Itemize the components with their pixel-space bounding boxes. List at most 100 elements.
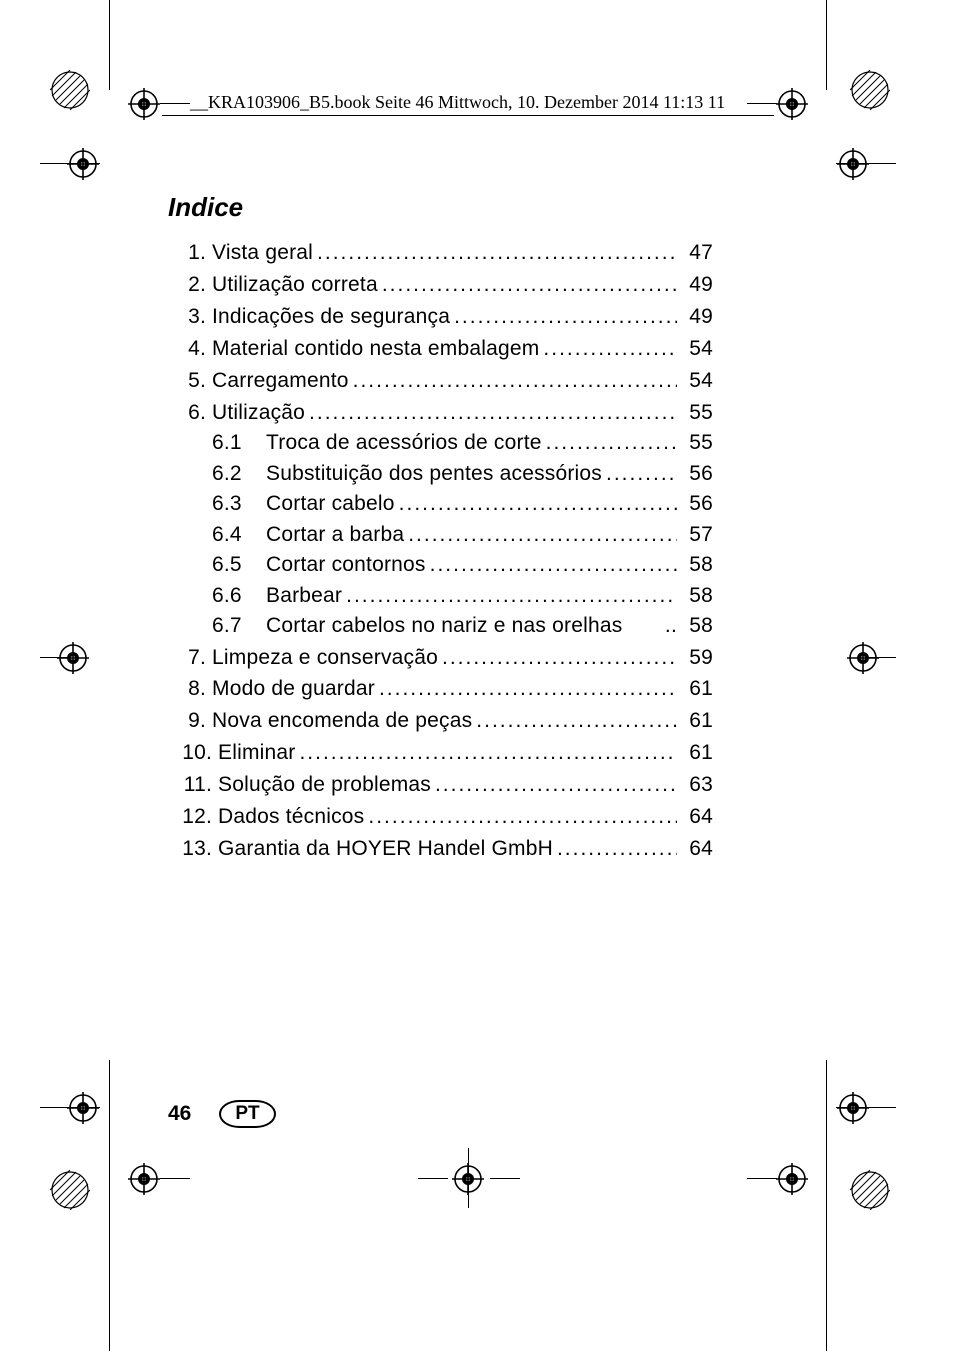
toc-row-leader: ........................................…	[435, 769, 677, 801]
toc-subrow-number: 6.3	[212, 489, 266, 519]
toc-row: 11.Solução de problemas.................…	[168, 769, 713, 801]
toc-subrow: 6.2Substituição dos pentes acessórios...…	[168, 459, 713, 489]
toc-subrow-label: Cortar contornos	[266, 550, 430, 580]
toc-row-page: 55	[677, 397, 713, 429]
hatch-mark-icon	[850, 70, 890, 110]
page-footer: 46 PT	[168, 1100, 276, 1128]
toc-row-label: Vista geral	[212, 237, 317, 269]
toc-row-label: Garantia da HOYER Handel GmbH	[218, 833, 557, 865]
toc-subrow-leader: ........................................…	[430, 550, 677, 580]
footer-language-badge: PT	[219, 1100, 275, 1128]
toc-row-label: Eliminar	[218, 737, 299, 769]
toc-row: 2.Utilização correta....................…	[168, 269, 713, 301]
registration-mark-icon	[128, 1163, 160, 1195]
toc-subrow-leader: ........................................…	[408, 520, 677, 550]
toc-subrow-number: 6.7	[212, 611, 266, 641]
toc-row-label: Dados técnicos	[218, 801, 368, 833]
footer-page-number: 46	[168, 1102, 191, 1126]
toc-subrow: 6.6Barbear..............................…	[168, 581, 713, 611]
toc-row-label: Utilização correta	[212, 269, 382, 301]
hatch-mark-icon	[50, 1170, 90, 1210]
toc-row: 9.Nova encomenda de peças...............…	[168, 705, 713, 737]
toc-subrow-spacer: ..	[626, 611, 677, 641]
toc-subrow-page: 55	[677, 428, 713, 458]
toc-row-label: Nova encomenda de peças	[212, 705, 476, 737]
toc-row: 1.Vista geral...........................…	[168, 237, 713, 269]
toc-row: 4.Material contido nesta embalagem......…	[168, 333, 713, 365]
toc-subrow-number: 6.4	[212, 520, 266, 550]
toc-row-leader: ........................................…	[557, 833, 677, 865]
crop-line	[160, 103, 190, 104]
toc-row-number: 4.	[168, 333, 212, 365]
crop-line	[109, 0, 110, 90]
toc-subrow-page: 58	[677, 550, 713, 580]
crop-line	[490, 1178, 520, 1179]
crop-line	[747, 103, 777, 104]
toc-subrow: 6.5Cortar contornos.....................…	[168, 550, 713, 580]
hatch-mark-icon	[50, 70, 90, 110]
toc-subrow-label: Cortar a barba	[266, 520, 408, 550]
toc-row-leader: ........................................…	[317, 237, 677, 269]
toc-row: 3.Indicações de segurança...............…	[168, 301, 713, 333]
toc-row: 8.Modo de guardar.......................…	[168, 673, 713, 705]
toc-row-leader: ........................................…	[299, 737, 677, 769]
toc-sublist: 6.1Troca de acessórios de corte.........…	[168, 428, 713, 641]
toc-row-number: 11.	[168, 769, 218, 801]
toc-subrow-leader: ........................................…	[399, 489, 677, 519]
toc-subrow-page: 56	[677, 489, 713, 519]
toc-row-page: 64	[677, 801, 713, 833]
toc-row-page: 49	[677, 301, 713, 333]
toc-row-number: 3.	[168, 301, 212, 333]
crop-line	[418, 1178, 448, 1179]
toc-row-page: 59	[677, 642, 713, 674]
registration-mark-icon	[776, 88, 808, 120]
toc-subrow-number: 6.6	[212, 581, 266, 611]
toc-row: 5.Carregamento..........................…	[168, 365, 713, 397]
toc-subrow-label: Cortar cabelos no nariz e nas orelhas	[266, 611, 626, 641]
toc-row-leader: ........................................…	[379, 673, 677, 705]
toc-row-page: 64	[677, 833, 713, 865]
toc-row-label: Indicações de segurança	[212, 301, 454, 333]
toc-subrow: 6.3Cortar cabelo........................…	[168, 489, 713, 519]
crop-line	[747, 1178, 777, 1179]
toc-row-page: 49	[677, 269, 713, 301]
toc-list: 1.Vista geral...........................…	[168, 237, 713, 428]
registration-mark-icon	[57, 642, 89, 674]
toc-subrow-label: Troca de acessórios de corte	[266, 428, 546, 458]
toc-row-number: 7.	[168, 642, 212, 674]
toc-row-leader: ........................................…	[309, 397, 677, 429]
registration-mark-icon	[452, 1163, 484, 1195]
toc-row-number: 9.	[168, 705, 212, 737]
toc-row-number: 2.	[168, 269, 212, 301]
toc-list-continued: 7.Limpeza e conservação.................…	[168, 642, 713, 865]
toc-row-label: Limpeza e conservação	[212, 642, 442, 674]
toc-row-number: 10.	[168, 737, 218, 769]
toc-row-leader: ........................................…	[454, 301, 677, 333]
toc-row-number: 6.	[168, 397, 212, 429]
toc-subrow-number: 6.1	[212, 428, 266, 458]
toc-row-page: 61	[677, 737, 713, 769]
registration-mark-icon	[128, 88, 160, 120]
toc-subrow: 6.7Cortar cabelos no nariz e nas orelhas…	[168, 611, 713, 641]
crop-line	[109, 1060, 110, 1351]
content-area: Indice 1.Vista geral....................…	[168, 192, 713, 865]
toc-subrow-leader: ........................................…	[546, 428, 677, 458]
toc-row-number: 5.	[168, 365, 212, 397]
header-underline	[162, 115, 774, 116]
toc-row-page: 47	[677, 237, 713, 269]
toc-subrow-label: Substituição dos pentes acessórios	[266, 459, 606, 489]
toc-row: 13.Garantia da HOYER Handel GmbH........…	[168, 833, 713, 865]
toc-row-leader: ........................................…	[543, 333, 677, 365]
toc-subrow-label: Barbear	[266, 581, 346, 611]
toc-row: 12.Dados técnicos.......................…	[168, 801, 713, 833]
toc-title: Indice	[168, 192, 713, 223]
toc-row-page: 63	[677, 769, 713, 801]
registration-mark-icon	[837, 148, 869, 180]
crop-line	[160, 1178, 190, 1179]
registration-mark-icon	[67, 1092, 99, 1124]
toc-row-leader: ........................................…	[382, 269, 677, 301]
toc-row-label: Carregamento	[212, 365, 353, 397]
registration-mark-icon	[837, 1092, 869, 1124]
toc-row: 10.Eliminar.............................…	[168, 737, 713, 769]
toc-row-number: 12.	[168, 801, 218, 833]
